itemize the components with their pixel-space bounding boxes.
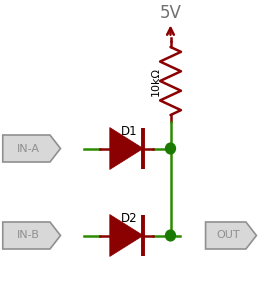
Polygon shape — [205, 222, 256, 249]
Polygon shape — [110, 214, 143, 256]
Circle shape — [166, 230, 175, 241]
Polygon shape — [110, 128, 143, 170]
Text: OUT: OUT — [216, 230, 240, 241]
Text: D2: D2 — [121, 212, 138, 226]
Polygon shape — [3, 222, 60, 249]
Circle shape — [166, 143, 175, 154]
Text: IN-B: IN-B — [17, 230, 40, 241]
Text: 10kΩ: 10kΩ — [150, 67, 160, 95]
Text: D1: D1 — [121, 125, 138, 139]
Text: 5V: 5V — [160, 4, 182, 22]
Polygon shape — [3, 135, 60, 162]
Text: IN-A: IN-A — [17, 143, 40, 154]
